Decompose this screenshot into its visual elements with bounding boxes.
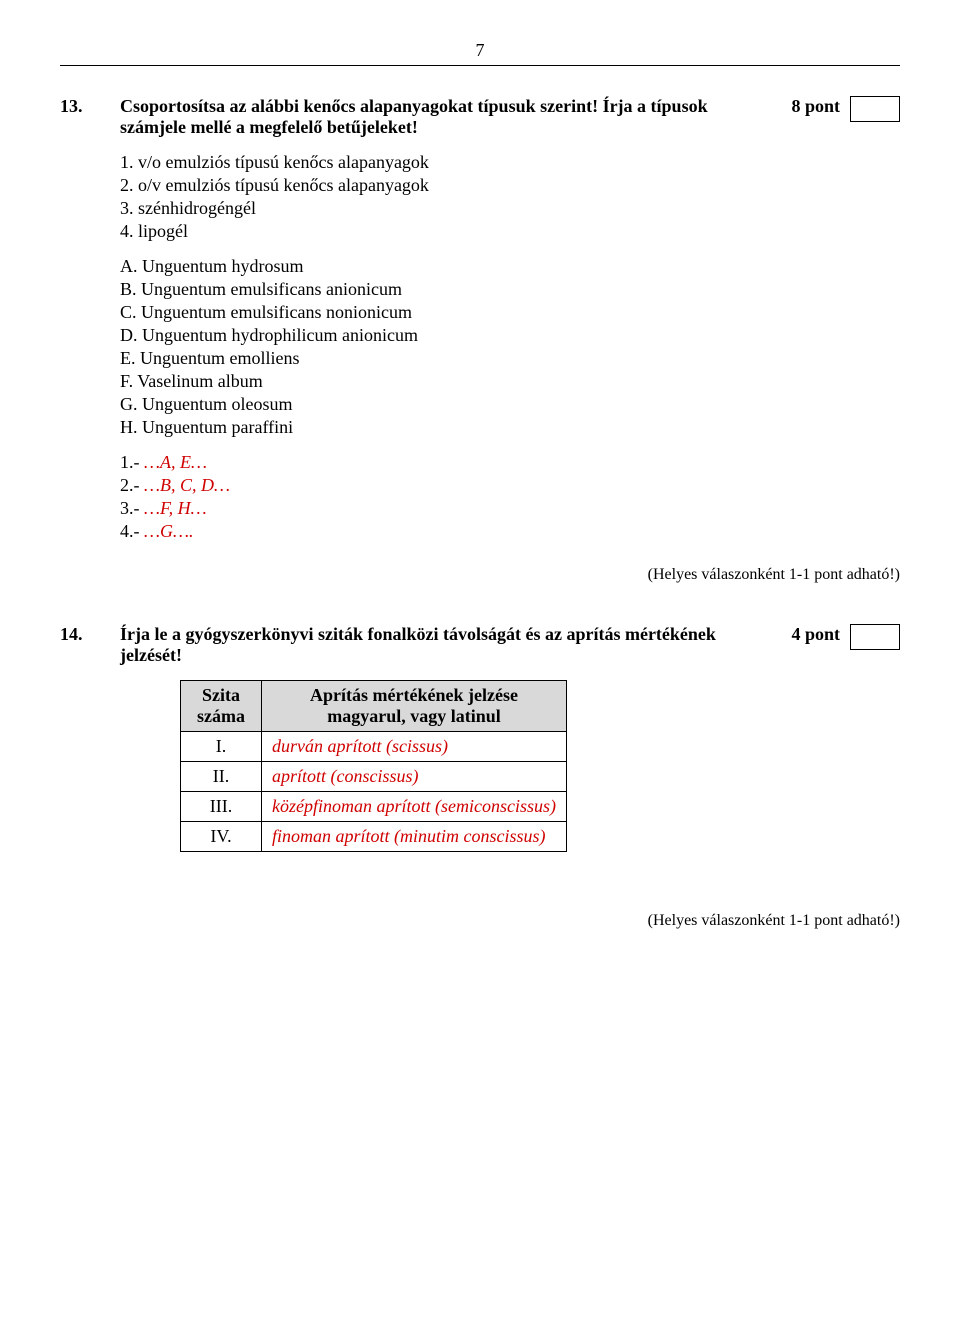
q13-item-b: B. Unguentum emulsificans anionicum bbox=[120, 279, 900, 300]
page-number: 7 bbox=[60, 40, 900, 61]
q13-item-c: C. Unguentum emulsificans nonionicum bbox=[120, 302, 900, 323]
scoring-note-1: (Helyes válaszonként 1-1 pont adható!) bbox=[60, 566, 900, 584]
q13-answer-2-val: …B, C, D… bbox=[144, 475, 230, 495]
q14-number: 14. bbox=[60, 624, 120, 645]
q13-number: 13. bbox=[60, 96, 120, 117]
row2-rn: II. bbox=[181, 762, 262, 792]
row3-rn: III. bbox=[181, 792, 262, 822]
q13-item-d: D. Unguentum hydrophilicum anionicum bbox=[120, 325, 900, 346]
q13-item-a: A. Unguentum hydrosum bbox=[120, 256, 900, 277]
q13-type-3: 3. szénhidrogéngél bbox=[120, 198, 900, 219]
table-row: III. középfinoman aprított (semiconsciss… bbox=[181, 792, 567, 822]
q13-type-4: 4. lipogél bbox=[120, 221, 900, 242]
top-rule bbox=[60, 65, 900, 66]
row1-rn: I. bbox=[181, 732, 262, 762]
table-row: I. durván aprított (scissus) bbox=[181, 732, 567, 762]
q13-answer-3: 3.- …F, H… bbox=[120, 498, 900, 519]
q13-answer-1-val: …A, E… bbox=[144, 452, 207, 472]
row2-val: aprított (conscissus) bbox=[262, 762, 567, 792]
header-col1-line2: száma bbox=[197, 706, 245, 726]
row3-val: középfinoman aprított (semiconscissus) bbox=[262, 792, 567, 822]
row4-val: finoman aprított (minutim conscissus) bbox=[262, 822, 567, 852]
q13-answer-1-prefix: 1.- bbox=[120, 452, 140, 472]
q13-points-box[interactable] bbox=[850, 96, 900, 122]
sieve-table: Szita száma Aprítás mértékének jelzése m… bbox=[180, 680, 567, 852]
q13-text: Csoportosítsa az alábbi kenőcs alapanyag… bbox=[120, 96, 770, 138]
header-col2: Aprítás mértékének jelzése magyarul, vag… bbox=[262, 681, 567, 732]
q13-answer-2-prefix: 2.- bbox=[120, 475, 140, 495]
q13-answer-4-val: …G…. bbox=[144, 521, 194, 541]
q13-answer-3-prefix: 3.- bbox=[120, 498, 140, 518]
row4-rn: IV. bbox=[181, 822, 262, 852]
question-13-header: 13. Csoportosítsa az alábbi kenőcs alapa… bbox=[60, 96, 900, 138]
q13-type-1: 1. v/o emulziós típusú kenőcs alapanyago… bbox=[120, 152, 900, 173]
q13-answer-4-prefix: 4.- bbox=[120, 521, 140, 541]
q13-points: 8 pont bbox=[791, 96, 840, 117]
q13-answer-1: 1.- …A, E… bbox=[120, 452, 900, 473]
table-row: II. aprított (conscissus) bbox=[181, 762, 567, 792]
header-col2-line2: magyarul, vagy latinul bbox=[327, 706, 501, 726]
q13-item-f: F. Vaselinum album bbox=[120, 371, 900, 392]
q13-item-h: H. Unguentum paraffini bbox=[120, 417, 900, 438]
q14-text: Írja le a gyógyszerkönyvi sziták fonalkö… bbox=[120, 624, 770, 666]
header-col2-line1: Aprítás mértékének jelzése bbox=[310, 685, 518, 705]
q14-points: 4 pont bbox=[791, 624, 840, 645]
header-col1-line1: Szita bbox=[202, 685, 240, 705]
question-14-header: 14. Írja le a gyógyszerkönyvi sziták fon… bbox=[60, 624, 900, 666]
q13-answer-2: 2.- …B, C, D… bbox=[120, 475, 900, 496]
table-row: IV. finoman aprított (minutim conscissus… bbox=[181, 822, 567, 852]
q13-answer-3-val: …F, H… bbox=[144, 498, 207, 518]
q13-item-e: E. Unguentum emolliens bbox=[120, 348, 900, 369]
table-header-row: Szita száma Aprítás mértékének jelzése m… bbox=[181, 681, 567, 732]
q13-body: 1. v/o emulziós típusú kenőcs alapanyago… bbox=[120, 152, 900, 542]
q13-answer-4: 4.- …G…. bbox=[120, 521, 900, 542]
q14-points-box[interactable] bbox=[850, 624, 900, 650]
row1-val: durván aprított (scissus) bbox=[262, 732, 567, 762]
header-col1: Szita száma bbox=[181, 681, 262, 732]
q13-type-2: 2. o/v emulziós típusú kenőcs alapanyago… bbox=[120, 175, 900, 196]
q13-item-g: G. Unguentum oleosum bbox=[120, 394, 900, 415]
scoring-note-2: (Helyes válaszonként 1-1 pont adható!) bbox=[60, 912, 900, 930]
